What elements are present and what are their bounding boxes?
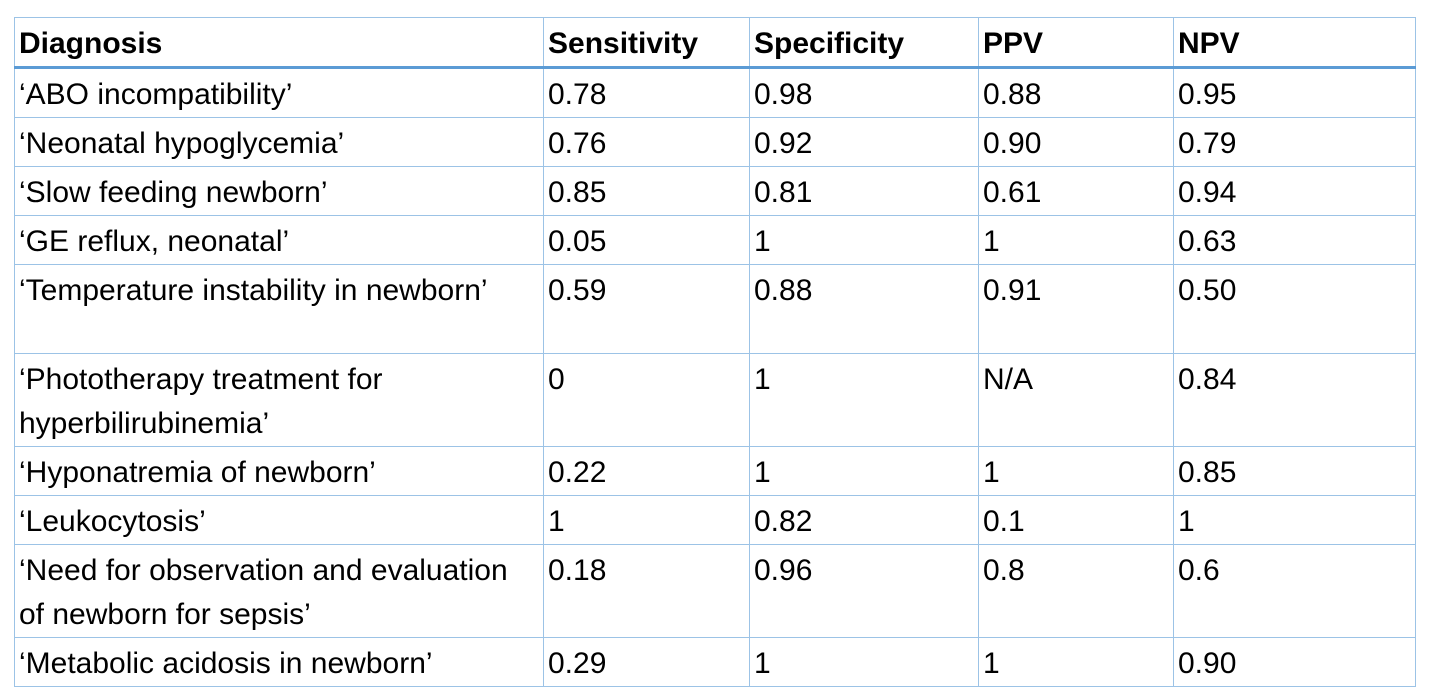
cell-ppv: 1 (978, 215, 1174, 265)
column-header-ppv: PPV (978, 17, 1174, 69)
cell-diagnosis: ‘Phototherapy treatment for hyperbilirub… (14, 353, 544, 447)
column-header-diagnosis: Diagnosis (14, 17, 544, 69)
table-row: ‘GE reflux, neonatal’ 0.05 1 1 0.63 (14, 215, 1416, 265)
cell-diagnosis: ‘ABO incompatibility’ (14, 67, 544, 118)
cell-sensitivity: 1 (543, 495, 750, 545)
cell-sensitivity: 0 (543, 353, 750, 447)
table-row: ‘Leukocytosis’ 1 0.82 0.1 1 (14, 495, 1416, 545)
cell-specificity: 0.88 (749, 264, 979, 354)
column-header-sensitivity: Sensitivity (543, 17, 750, 69)
table-row: ‘Phototherapy treatment for hyperbilirub… (14, 353, 1416, 447)
cell-ppv: 0.90 (978, 117, 1174, 167)
cell-sensitivity: 0.05 (543, 215, 750, 265)
cell-ppv: 1 (978, 446, 1174, 496)
cell-diagnosis: ‘Need for observation and evaluation of … (14, 544, 544, 638)
table-row: ‘Hyponatremia of newborn’ 0.22 1 1 0.85 (14, 446, 1416, 496)
cell-ppv: N/A (978, 353, 1174, 447)
cell-diagnosis: ‘Slow feeding newborn’ (14, 166, 544, 216)
cell-diagnosis: ‘Metabolic acidosis in newborn’ (14, 637, 544, 687)
cell-specificity: 0.96 (749, 544, 979, 638)
table-row: ‘Temperature instability in newborn’ 0.5… (14, 264, 1416, 354)
diagnosis-metrics-table: Diagnosis Sensitivity Specificity PPV NP… (14, 17, 1416, 687)
cell-sensitivity: 0.78 (543, 67, 750, 118)
cell-sensitivity: 0.59 (543, 264, 750, 354)
table-row: ‘Need for observation and evaluation of … (14, 544, 1416, 638)
cell-specificity: 0.82 (749, 495, 979, 545)
cell-npv: 0.95 (1173, 67, 1416, 118)
cell-specificity: 1 (749, 215, 979, 265)
cell-sensitivity: 0.29 (543, 637, 750, 687)
table-row: ‘Neonatal hypoglycemia’ 0.76 0.92 0.90 0… (14, 117, 1416, 167)
cell-ppv: 0.88 (978, 67, 1174, 118)
cell-ppv: 0.91 (978, 264, 1174, 354)
cell-sensitivity: 0.76 (543, 117, 750, 167)
column-header-npv: NPV (1173, 17, 1416, 69)
table-row: ‘ABO incompatibility’ 0.78 0.98 0.88 0.9… (14, 67, 1416, 118)
cell-specificity: 1 (749, 353, 979, 447)
cell-specificity: 0.92 (749, 117, 979, 167)
table-header-row: Diagnosis Sensitivity Specificity PPV NP… (14, 17, 1416, 69)
cell-specificity: 0.98 (749, 67, 979, 118)
cell-npv: 1 (1173, 495, 1416, 545)
cell-specificity: 1 (749, 446, 979, 496)
cell-npv: 0.94 (1173, 166, 1416, 216)
cell-npv: 0.85 (1173, 446, 1416, 496)
cell-npv: 0.50 (1173, 264, 1416, 354)
table-row: ‘Slow feeding newborn’ 0.85 0.81 0.61 0.… (14, 166, 1416, 216)
column-header-specificity: Specificity (749, 17, 979, 69)
cell-npv: 0.84 (1173, 353, 1416, 447)
cell-sensitivity: 0.22 (543, 446, 750, 496)
cell-npv: 0.79 (1173, 117, 1416, 167)
cell-diagnosis: ‘Temperature instability in newborn’ (14, 264, 544, 354)
cell-npv: 0.90 (1173, 637, 1416, 687)
cell-diagnosis: ‘Leukocytosis’ (14, 495, 544, 545)
cell-specificity: 1 (749, 637, 979, 687)
cell-npv: 0.6 (1173, 544, 1416, 638)
cell-sensitivity: 0.85 (543, 166, 750, 216)
cell-ppv: 0.61 (978, 166, 1174, 216)
cell-sensitivity: 0.18 (543, 544, 750, 638)
cell-ppv: 0.8 (978, 544, 1174, 638)
cell-diagnosis: ‘Neonatal hypoglycemia’ (14, 117, 544, 167)
cell-npv: 0.63 (1173, 215, 1416, 265)
cell-diagnosis: ‘GE reflux, neonatal’ (14, 215, 544, 265)
cell-specificity: 0.81 (749, 166, 979, 216)
cell-ppv: 0.1 (978, 495, 1174, 545)
cell-diagnosis: ‘Hyponatremia of newborn’ (14, 446, 544, 496)
table-row: ‘Metabolic acidosis in newborn’ 0.29 1 1… (14, 637, 1416, 687)
cell-ppv: 1 (978, 637, 1174, 687)
